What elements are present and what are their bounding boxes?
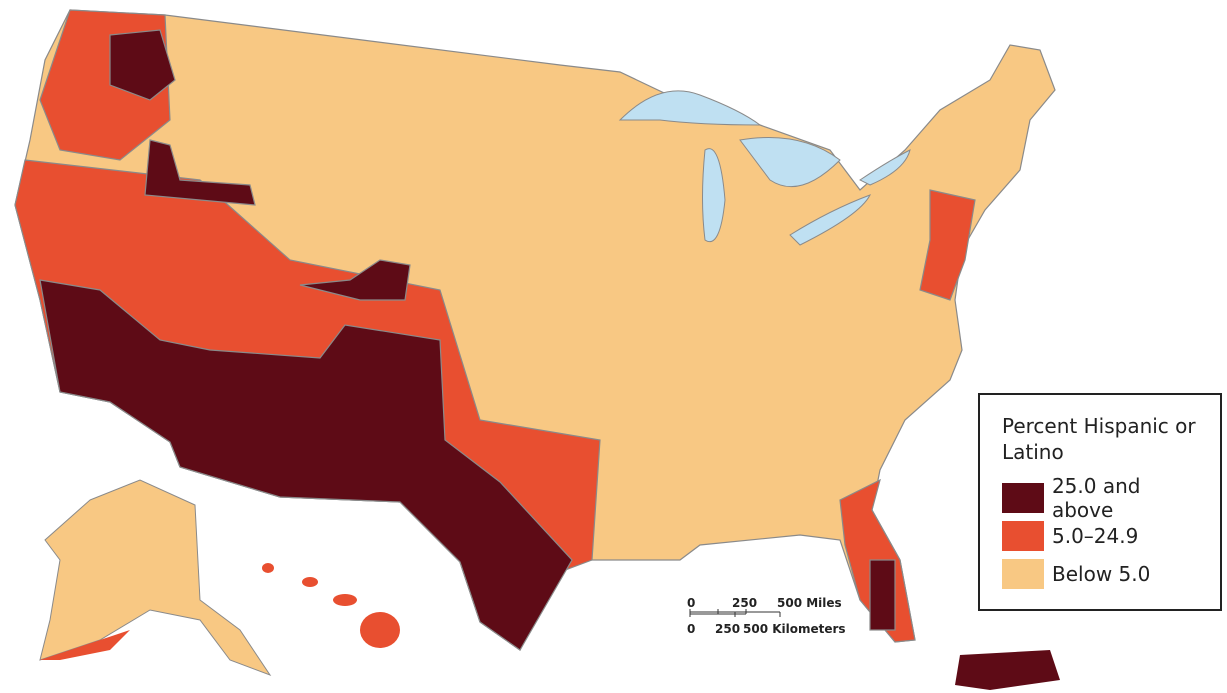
legend-swatch bbox=[1002, 559, 1044, 589]
alaska-south bbox=[40, 630, 130, 660]
puerto-rico bbox=[955, 650, 1060, 690]
lake-michigan bbox=[702, 148, 726, 243]
kauai bbox=[262, 563, 274, 573]
hawaii-island bbox=[360, 612, 400, 648]
legend-label: 25.0 and above bbox=[1051, 474, 1141, 522]
legend-title: Percent Hispanic or Latino bbox=[1002, 414, 1196, 464]
scale-label: 250 bbox=[715, 622, 740, 636]
southwest-core bbox=[39, 279, 573, 651]
oahu bbox=[302, 577, 318, 587]
hawaii bbox=[262, 563, 400, 648]
lake-erie bbox=[789, 194, 872, 246]
northeast-region bbox=[919, 189, 976, 301]
legend-items: 25.0 and above 5.0–24.9 Below 5.0 bbox=[1002, 474, 1208, 593]
legend-item: 25.0 and above bbox=[1002, 474, 1208, 522]
lake-ontario bbox=[859, 149, 911, 186]
legend-swatch bbox=[1002, 483, 1044, 513]
maui bbox=[333, 594, 357, 606]
scale-label: 0 bbox=[687, 596, 695, 610]
great-lakes bbox=[618, 90, 911, 246]
idaho-core bbox=[144, 139, 256, 206]
alaska bbox=[39, 479, 272, 677]
legend: Percent Hispanic or Latino 25.0 and abov… bbox=[978, 393, 1222, 611]
scale-label: 250 bbox=[732, 596, 757, 610]
washington-core bbox=[109, 29, 176, 101]
legend-swatch bbox=[1002, 521, 1044, 551]
lake-huron bbox=[739, 137, 841, 188]
scale-label: 500 Miles bbox=[777, 596, 842, 610]
legend-label: 5.0–24.9 bbox=[1052, 524, 1139, 548]
legend-item: 5.0–24.9 bbox=[1002, 517, 1208, 555]
florida-core bbox=[869, 559, 896, 631]
colorado-core bbox=[299, 259, 411, 301]
scale-label: 0 bbox=[687, 622, 695, 636]
scale-label: 500 Kilometers bbox=[743, 622, 846, 636]
legend-item: Below 5.0 bbox=[1002, 555, 1208, 593]
legend-label: Below 5.0 bbox=[1052, 562, 1151, 586]
lake-superior bbox=[618, 90, 762, 126]
